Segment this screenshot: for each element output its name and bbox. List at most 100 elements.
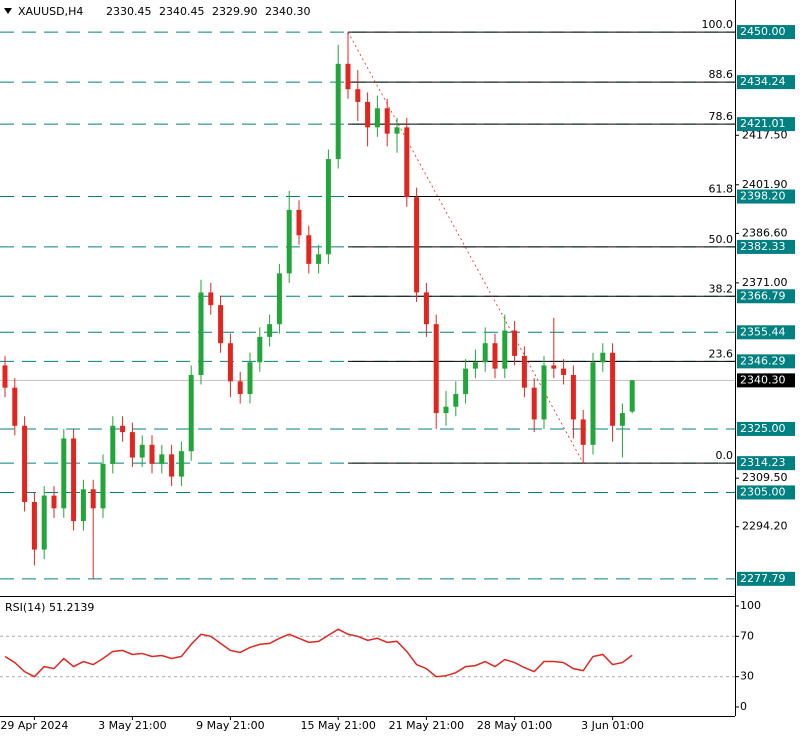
level-label-box — [737, 189, 795, 204]
current-price-label: 2340.30 — [740, 373, 786, 386]
candle-body — [276, 273, 282, 325]
y-tick-label: 2386.60 — [742, 226, 788, 239]
candle-body — [453, 394, 459, 407]
x-tick-label: 15 May 21:00 — [300, 719, 375, 732]
candle-body — [267, 324, 273, 337]
candle-body — [433, 324, 439, 414]
level-label-box — [737, 25, 795, 40]
y-tick-label: 2401.90 — [742, 178, 788, 191]
candle-body — [296, 209, 302, 236]
rsi-line — [4, 628, 633, 678]
y-tick-label: 2294.20 — [742, 520, 788, 533]
candle-body — [443, 406, 449, 414]
candle-body — [71, 438, 77, 522]
ohlc-open: 2330.45 — [106, 5, 152, 18]
fib-label: 23.6 — [709, 347, 734, 360]
candle-body — [384, 108, 390, 134]
menu-arrow[interactable] — [4, 8, 12, 14]
level-label: 2346.29 — [740, 354, 786, 367]
candle-body — [335, 63, 341, 160]
candle-body — [482, 343, 488, 363]
candle-body — [551, 365, 557, 369]
candle-body — [188, 374, 194, 452]
candle-body — [492, 343, 498, 369]
candle-body — [120, 425, 126, 433]
ohlc-high: 2340.45 — [159, 5, 205, 18]
x-tick-label: 29 Apr 2024 — [0, 719, 68, 732]
level-label: 2355.44 — [740, 325, 786, 338]
candle-body — [90, 489, 96, 509]
symbol: XAUUSD,H4 — [18, 5, 83, 18]
fib-label: 100.0 — [702, 18, 734, 31]
candle-body — [31, 501, 37, 550]
candle-body — [22, 425, 28, 502]
candle-body — [404, 127, 410, 198]
level-label-box — [737, 421, 795, 436]
candle-body — [316, 254, 322, 264]
level-label: 2450.00 — [740, 25, 786, 38]
level-label-box — [737, 354, 795, 369]
candle-body — [502, 330, 508, 369]
level-label: 2366.79 — [740, 289, 786, 302]
x-tick-label: 3 Jun 01:00 — [581, 719, 644, 732]
candle-body — [247, 362, 253, 395]
candle-body — [51, 495, 57, 509]
candle-body — [218, 305, 224, 344]
candle-body — [610, 352, 616, 426]
rsi-y-tick-label: 100 — [740, 599, 761, 612]
candle-body — [570, 374, 576, 420]
candle-body — [561, 368, 567, 375]
level-label-box — [737, 289, 795, 304]
candle-body — [12, 387, 18, 426]
level-label: 2434.24 — [740, 75, 786, 88]
fib-label: 0.0 — [716, 449, 734, 462]
ohlc-close: 2340.30 — [265, 5, 311, 18]
level-label-box — [737, 456, 795, 471]
candle-body — [365, 101, 371, 128]
candle-body — [100, 463, 106, 509]
candle-body — [531, 387, 537, 420]
fib-label: 38.2 — [709, 282, 734, 295]
candle-body — [139, 444, 145, 458]
candle-body — [590, 362, 596, 445]
candle-body — [541, 365, 547, 420]
fib-label: 78.6 — [709, 110, 734, 123]
level-label-box — [737, 239, 795, 254]
candle-body — [423, 292, 429, 325]
candle-body — [110, 425, 116, 464]
level-label: 2325.00 — [740, 422, 786, 435]
candle-body — [2, 365, 8, 388]
candle-body — [61, 438, 67, 509]
candle-body — [306, 235, 312, 264]
current-price-box — [737, 373, 795, 388]
level-label: 2277.79 — [740, 572, 786, 585]
candle-body — [237, 381, 243, 395]
level-label: 2305.00 — [740, 485, 786, 498]
candle-body — [414, 197, 420, 293]
candle-body — [374, 108, 380, 128]
candle-body — [149, 444, 155, 464]
candle-body — [345, 63, 351, 90]
x-tick-label: 21 May 21:00 — [389, 719, 464, 732]
candle-body — [257, 336, 263, 363]
candle-body — [227, 343, 233, 382]
x-tick-label: 3 May 21:00 — [98, 719, 166, 732]
rsi-y-tick-label: 70 — [740, 629, 754, 642]
candle-body — [600, 352, 606, 363]
candle-body — [580, 419, 586, 445]
ohlc-low: 2329.90 — [212, 5, 258, 18]
fib-label: 61.8 — [709, 183, 734, 196]
candle-body — [629, 380, 635, 412]
y-tick-label: 2371.00 — [742, 276, 788, 289]
level-label: 2382.33 — [740, 240, 786, 253]
level-label-box — [737, 75, 795, 90]
candle-body — [129, 432, 135, 458]
level-label-box — [737, 117, 795, 132]
level-label: 2398.20 — [740, 190, 786, 203]
candle-body — [472, 362, 478, 369]
y-tick-label: 2309.50 — [742, 471, 788, 484]
candle-body — [355, 89, 361, 102]
candle-body — [521, 355, 527, 388]
